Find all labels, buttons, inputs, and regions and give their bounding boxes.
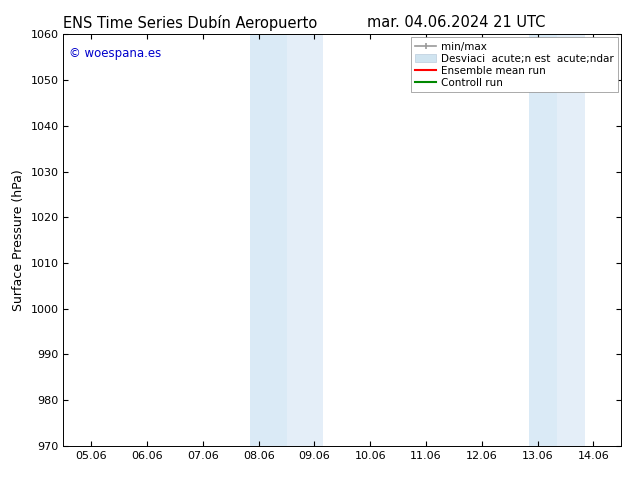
Bar <box>529 34 557 446</box>
Legend: min/max, Desviaci  acute;n est  acute;ndar, Ensemble mean run, Controll run: min/max, Desviaci acute;n est acute;ndar… <box>411 37 618 92</box>
Bar <box>250 34 287 446</box>
Bar <box>557 34 585 446</box>
Text: mar. 04.06.2024 21 UTC: mar. 04.06.2024 21 UTC <box>367 15 546 30</box>
Y-axis label: Surface Pressure (hPa): Surface Pressure (hPa) <box>12 169 25 311</box>
Text: ENS Time Series Dubín Aeropuerto: ENS Time Series Dubín Aeropuerto <box>63 15 318 31</box>
Text: © woespana.es: © woespana.es <box>69 47 161 60</box>
Bar <box>287 34 323 446</box>
